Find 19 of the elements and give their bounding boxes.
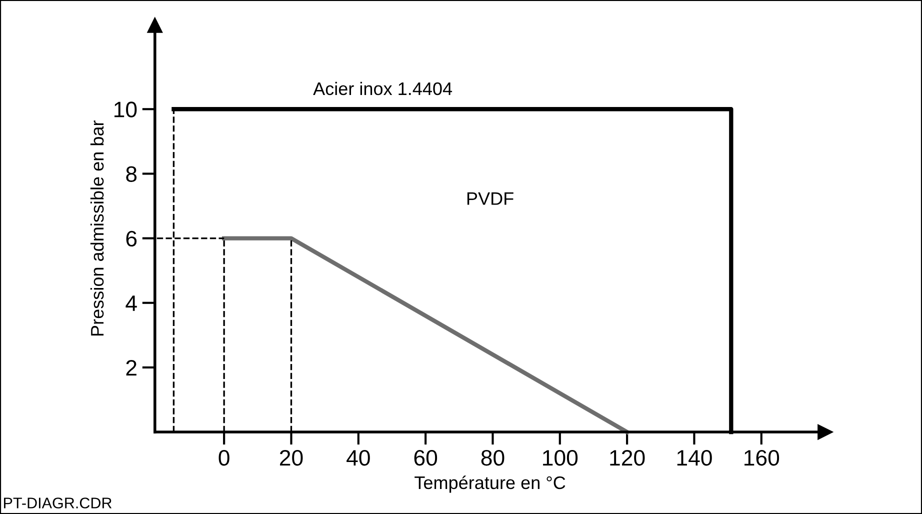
y-tick-label: 10 bbox=[114, 102, 137, 118]
annotation: Acier inox 1.4404 bbox=[313, 82, 452, 96]
x-tick-label: 40 bbox=[346, 450, 370, 466]
annotation: PVDF bbox=[467, 192, 514, 205]
y-axis-title: Pression admissible en bar bbox=[90, 120, 104, 336]
x-tick-label: 100 bbox=[543, 450, 578, 466]
x-axis-title: Température en °C bbox=[414, 476, 566, 493]
y-tick-label: 4 bbox=[126, 296, 137, 311]
x-tick-label: 140 bbox=[677, 450, 712, 466]
x-tick-label: 160 bbox=[744, 450, 780, 466]
y-tick-label: 8 bbox=[126, 166, 137, 182]
y-tick-label: 2 bbox=[126, 360, 136, 376]
x-tick-label: 60 bbox=[414, 450, 438, 466]
x-tick-label: 20 bbox=[280, 450, 303, 466]
y-tick-label: 6 bbox=[126, 230, 137, 247]
text: PT-DIAGR.CDR bbox=[4, 498, 112, 508]
x-tick-label: 0 bbox=[218, 450, 230, 466]
x-tick-label: 120 bbox=[610, 450, 645, 466]
x-tick-label: 80 bbox=[481, 450, 504, 466]
